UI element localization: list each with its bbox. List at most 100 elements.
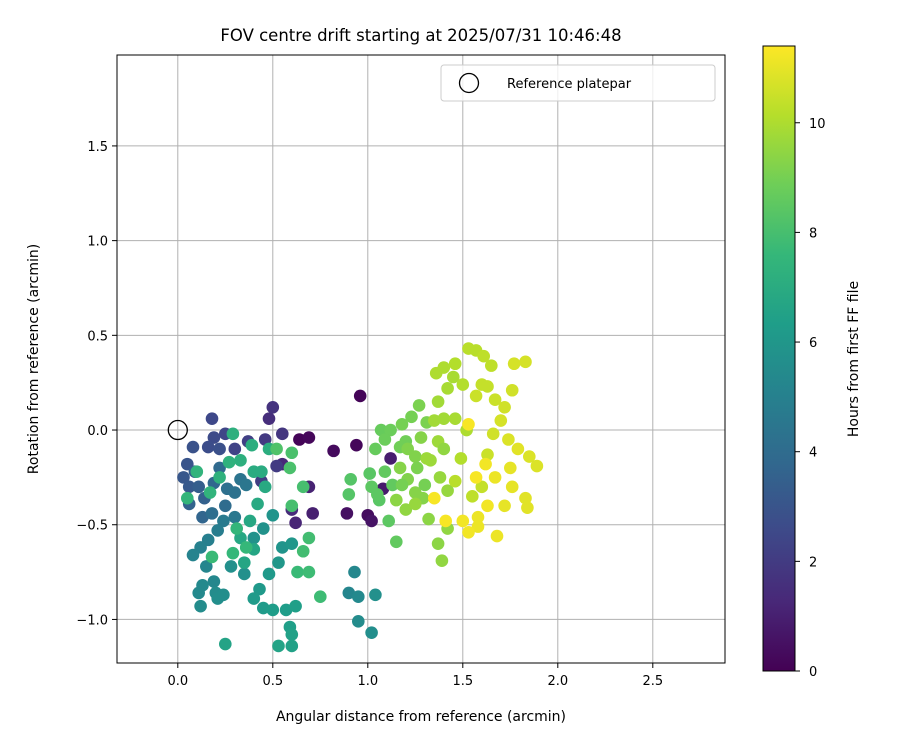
data-point [217,588,230,602]
data-point [428,414,441,427]
data-point [378,465,392,478]
data-point [350,438,363,452]
data-point [447,370,460,384]
data-point [395,418,409,431]
data-point [182,480,196,494]
data-point [382,514,396,528]
colorbar-tick-label: 10 [809,117,826,132]
data-point [224,560,238,573]
data-point [289,516,302,530]
data-point [296,544,310,558]
data-point [201,440,215,454]
data-point [262,412,276,425]
data-point [211,524,224,537]
data-point [384,452,397,465]
data-point [327,444,340,458]
data-point [437,442,451,456]
data-point [441,382,454,395]
data-point [205,412,219,425]
data-point [207,431,221,444]
data-point [186,548,200,562]
y-tick-label: −1.0 [76,613,108,628]
data-point [369,442,382,456]
data-point [289,599,302,613]
data-point [405,410,418,424]
y-tick-label: 1.0 [87,235,108,250]
data-point [266,603,280,617]
data-point [213,461,226,475]
data-point [490,529,504,543]
data-point [393,461,407,475]
data-point [213,471,226,484]
data-point [401,442,415,456]
data-point [488,471,502,484]
data-point [205,550,219,564]
data-point [384,423,397,437]
data-point [431,395,445,408]
data-point [456,378,470,391]
x-tick-label: 2.0 [547,674,568,689]
data-point [302,565,316,579]
legend-label: Reference platepar [507,77,632,92]
colorbar-tick-label: 0 [809,665,817,680]
x-axis: 0.0 0.5 1.0 1.5 2.0 2.5 [167,663,663,689]
data-point [192,586,205,600]
data-point [348,565,361,579]
data-point [435,554,449,568]
data-point [352,590,365,604]
legend-marker-open-circle [458,72,480,94]
data-point [255,465,268,478]
data-point [507,357,521,371]
data-point [228,510,242,524]
data-point [314,590,327,604]
data-point [369,588,382,602]
data-point [439,514,453,528]
data-point [471,520,485,533]
data-point [196,510,209,524]
data-point [390,493,403,507]
data-point [306,507,320,520]
data-point [251,497,264,511]
data-point [228,442,242,456]
reference-platepar-layer [167,419,188,441]
data-point [266,508,280,522]
data-point [272,639,285,653]
data-point [422,512,435,526]
data-point [494,414,508,427]
colorbar-tick-label: 4 [809,446,817,461]
data-point [371,488,384,501]
data-point [285,446,299,460]
data-point [253,582,266,596]
data-point [226,546,240,560]
data-point [200,560,213,573]
data-point [418,478,432,492]
data-point [213,442,226,456]
data-point [283,461,297,475]
data-point [302,431,316,444]
data-point [365,514,378,528]
data-point [239,541,253,554]
colorbar: 0 2 4 6 8 10 Hours from first FF file [762,45,862,680]
x-tick-label: 2.5 [642,674,663,689]
data-point [291,565,304,579]
data-point [502,433,515,446]
data-point [504,461,517,475]
data-point [262,567,276,581]
data-point [420,452,434,465]
data-point [505,480,519,494]
data-point [498,400,511,414]
data-point [238,567,251,581]
data-point [475,480,489,494]
data-point [414,431,428,444]
data-point [192,480,205,494]
data-point [511,442,525,456]
data-point [342,488,356,501]
data-point [481,380,494,393]
legend-box [440,64,716,102]
data-point [266,400,280,414]
data-point [466,490,479,503]
colorbar-tick-label: 8 [809,226,817,241]
data-point [374,423,388,437]
data-point [412,399,426,412]
